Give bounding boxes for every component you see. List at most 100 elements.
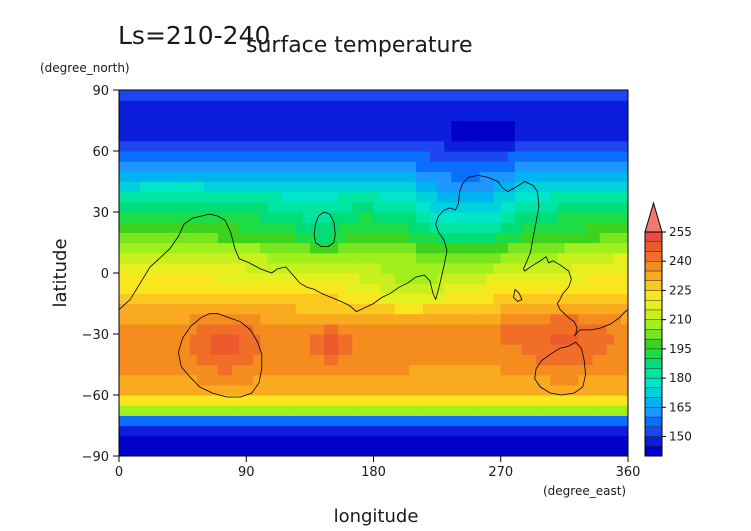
heatmap-cell (479, 283, 488, 294)
heatmap-cell (302, 151, 311, 162)
heatmap-cell (479, 140, 488, 152)
heatmap-cell (387, 262, 396, 274)
heatmap-cell (550, 425, 558, 437)
heatmap-cell (338, 90, 346, 101)
heatmap-cell (444, 415, 452, 427)
heatmap-cell (168, 395, 177, 406)
heatmap-cell (345, 181, 353, 193)
heatmap-cell (529, 395, 537, 406)
heatmap-cell (373, 415, 382, 427)
heatmap-cell (352, 405, 360, 416)
heatmap-cell (514, 212, 523, 223)
heatmap-cell (387, 344, 396, 355)
heatmap-cell (387, 90, 396, 101)
heatmap-cell (620, 242, 628, 254)
heatmap-cell (514, 171, 523, 183)
heatmap-cell (564, 120, 573, 132)
heatmap-cell (387, 120, 396, 132)
heatmap-cell (606, 100, 615, 111)
heatmap-cell (232, 323, 240, 335)
heatmap-cell (578, 334, 587, 345)
heatmap-cell (133, 374, 141, 386)
heatmap-cell (557, 130, 565, 142)
heatmap-cell (239, 181, 247, 193)
heatmap-cell (352, 425, 360, 437)
heatmap-cell (373, 293, 382, 305)
heatmap-cell (564, 303, 573, 315)
colorbar-frame (644, 231, 663, 457)
heatmap-cell (154, 344, 163, 355)
heatmap-cell (599, 283, 608, 294)
heatmap-cell (380, 364, 389, 376)
heatmap-cell (387, 445, 396, 456)
heatmap-cell (274, 323, 283, 335)
heatmap-cell (253, 415, 261, 427)
x-tick-label: 0 (115, 465, 123, 480)
heatmap-cell (225, 262, 233, 274)
heatmap-cell (366, 344, 375, 355)
heatmap-cell (288, 110, 297, 122)
heatmap-cell (613, 283, 622, 294)
heatmap-cell (401, 262, 410, 274)
heatmap-cell (309, 323, 318, 335)
heatmap-cell (253, 110, 261, 122)
heatmap-cell (309, 242, 318, 254)
heatmap-cell (274, 100, 283, 111)
heatmap-cell (133, 262, 141, 274)
heatmap-cell (274, 222, 283, 233)
heatmap-cell (182, 110, 191, 122)
heatmap-cell (514, 120, 523, 132)
heatmap-cell (140, 120, 148, 132)
heatmap-cell (217, 313, 226, 325)
heatmap-cell (536, 313, 544, 325)
heatmap-cell (295, 445, 304, 456)
heatmap-cell (196, 303, 205, 315)
heatmap-cell (613, 262, 622, 274)
heatmap-cell (394, 323, 403, 335)
heatmap-cell (126, 445, 134, 456)
heatmap-cell (592, 161, 601, 172)
heatmap-cell (444, 313, 452, 325)
heatmap-cell (451, 384, 459, 396)
heatmap-cell (422, 283, 431, 294)
heatmap-cell (253, 384, 261, 396)
heatmap-cell (557, 90, 565, 101)
heatmap-cell (203, 273, 212, 284)
heatmap-cell (437, 120, 445, 132)
heatmap-cell (444, 374, 452, 386)
heatmap-cell (182, 262, 191, 274)
heatmap-cell (415, 161, 424, 172)
heatmap-cell (203, 151, 212, 162)
heatmap-cell (324, 140, 332, 152)
heatmap-cell (295, 384, 304, 396)
heatmap-cell (408, 334, 417, 345)
heatmap-cell (394, 273, 403, 284)
heatmap-cell (401, 201, 410, 213)
heatmap-cell (592, 201, 601, 213)
heatmap-cell (387, 130, 396, 142)
heatmap-cell (465, 130, 474, 142)
heatmap-cell (302, 323, 311, 335)
heatmap-cell (140, 415, 148, 427)
heatmap-cell (246, 130, 254, 142)
heatmap-cell (493, 171, 502, 183)
heatmap-cell (422, 242, 431, 254)
heatmap-cell (380, 405, 389, 416)
heatmap-cell (168, 181, 177, 193)
heatmap-cell (557, 384, 565, 396)
heatmap-cell (578, 364, 587, 376)
heatmap-cell (415, 445, 424, 456)
heatmap-cell (182, 354, 191, 366)
heatmap-cell (309, 395, 318, 406)
heatmap-cell (599, 445, 608, 456)
heatmap-cell (324, 344, 332, 355)
heatmap-cell (246, 313, 254, 325)
heatmap-cell (486, 273, 495, 284)
heatmap-cell (408, 445, 417, 456)
heatmap-cell (140, 151, 148, 162)
heatmap-cell (154, 323, 163, 335)
heatmap-cell (210, 110, 219, 122)
heatmap-cell (126, 191, 134, 203)
heatmap-cell (217, 425, 226, 437)
heatmap-cell (458, 171, 466, 183)
